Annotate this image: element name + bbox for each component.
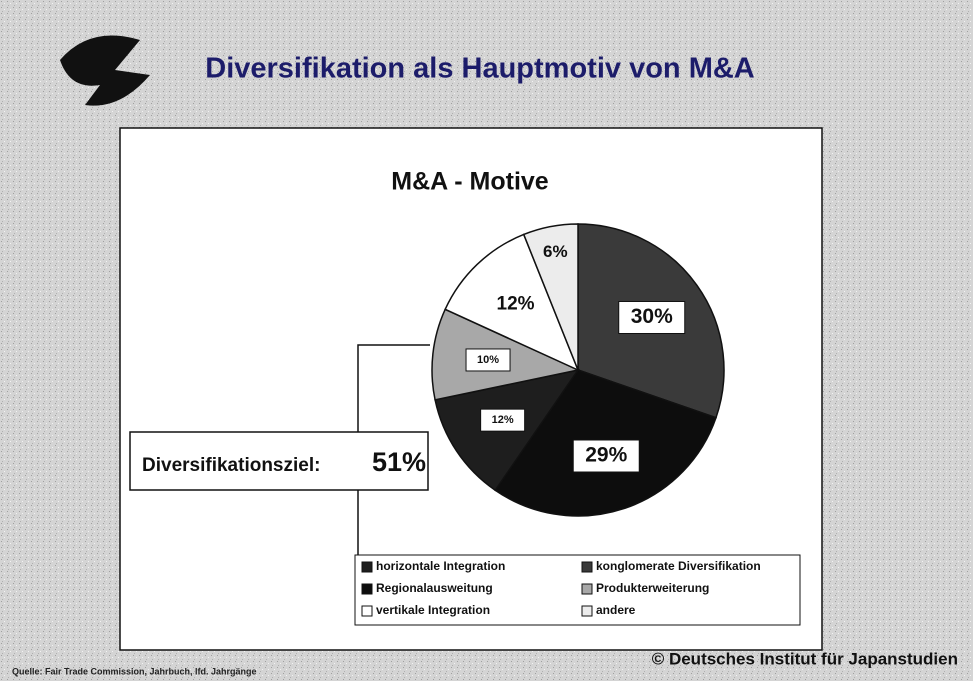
- value-label: 10%: [477, 354, 499, 366]
- value-label: 30%: [631, 305, 673, 328]
- annotation: Diversifikationsziel:: [142, 455, 320, 476]
- legend-label: vertikale Integration: [376, 603, 490, 617]
- logo: [60, 35, 150, 106]
- value-label: 29%: [585, 444, 627, 467]
- label-box: [465, 348, 511, 372]
- value-label: 12%: [492, 414, 514, 426]
- legend-label: konglomerate Diversifikation: [596, 559, 761, 573]
- value-label: 12%: [497, 294, 535, 315]
- legend-label: Regionalausweitung: [376, 581, 493, 595]
- legend-swatch: [361, 605, 373, 617]
- annotation-value: 51%: [372, 447, 426, 477]
- source: Quelle: Fair Trade Commission, Jahrbuch,…: [12, 666, 257, 676]
- chart-title: M&A - Motive: [391, 168, 548, 196]
- label-box: [480, 408, 526, 432]
- value-label: 6%: [543, 242, 568, 261]
- legend-label: horizontale Integration: [376, 559, 505, 573]
- legend-label: Produkterweiterung: [596, 581, 709, 595]
- label-box: [618, 300, 686, 334]
- slide-title: Diversifikation als Hauptmotiv von M&A: [205, 53, 755, 85]
- label-box: [572, 439, 640, 473]
- legend-swatch: [581, 561, 593, 573]
- legend-swatch: [581, 583, 593, 595]
- annotation-box: [129, 431, 429, 491]
- bracket: [357, 344, 430, 565]
- pie-slice: [444, 233, 580, 372]
- pie-slice: [522, 223, 579, 371]
- legend-swatch: [361, 583, 373, 595]
- legend-label: andere: [596, 603, 636, 617]
- copyright: © Deutsches Institut für Japanstudien: [652, 649, 958, 668]
- legend-frame: [354, 554, 801, 626]
- legend-swatch: [361, 561, 373, 573]
- legend-swatch: [581, 605, 593, 617]
